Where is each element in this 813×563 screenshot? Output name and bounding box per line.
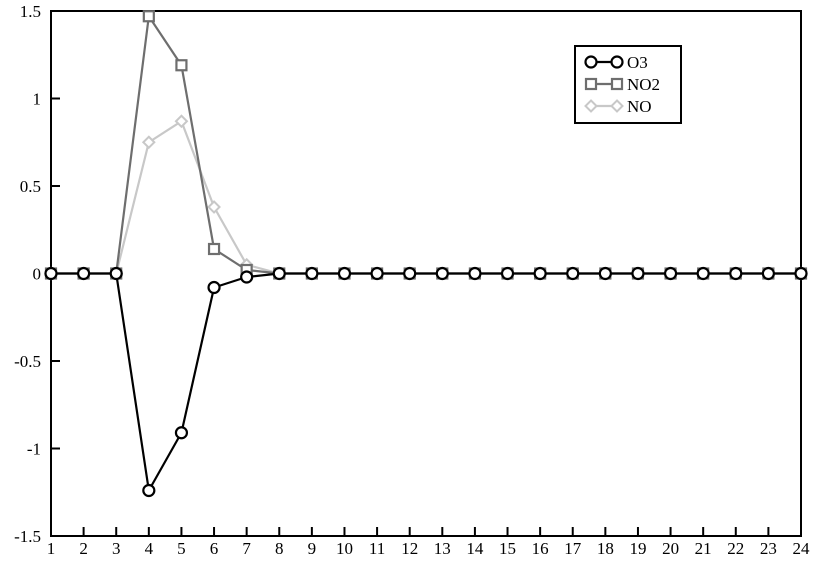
- y-tick-label: 1: [33, 90, 42, 109]
- x-tick-label: 17: [564, 539, 582, 558]
- data-point-o3: [566, 266, 580, 281]
- y-tick-label: -1: [27, 440, 41, 459]
- data-point-o3: [631, 266, 645, 281]
- x-tick-label: 4: [145, 539, 154, 558]
- x-tick-label: 22: [727, 539, 744, 558]
- series-layer: [44, 10, 808, 498]
- data-point-o3: [305, 266, 319, 281]
- x-tick-label: 3: [112, 539, 121, 558]
- x-tick-label: 12: [401, 539, 418, 558]
- data-point-o3: [468, 266, 482, 281]
- y-tick-label: 1.5: [20, 2, 41, 21]
- x-tick-label: 15: [499, 539, 516, 558]
- data-point-o3: [696, 266, 710, 281]
- y-tick-label: -1.5: [14, 527, 41, 546]
- series-line-no2: [51, 15, 801, 275]
- legend-marker-no: [584, 99, 598, 113]
- data-point-o3: [794, 266, 808, 281]
- data-point-o3: [109, 266, 123, 281]
- legend-label-no2: NO2: [627, 75, 660, 94]
- data-point-o3: [663, 266, 678, 281]
- data-point-no2: [207, 242, 221, 256]
- x-tick-label: 6: [210, 539, 219, 558]
- x-tick-label: 7: [242, 539, 251, 558]
- data-point-o3: [403, 266, 417, 281]
- x-tick-label: 24: [793, 539, 811, 558]
- x-tick-label: 18: [597, 539, 614, 558]
- data-point-o3: [435, 266, 449, 281]
- data-point-o3: [729, 266, 743, 281]
- x-tick-label: 20: [662, 539, 679, 558]
- legend-label-o3: O3: [627, 53, 648, 72]
- series-o3: [44, 266, 808, 498]
- x-tick-label: 23: [760, 539, 777, 558]
- x-tick-label: 2: [79, 539, 88, 558]
- x-tick-label: 21: [695, 539, 712, 558]
- x-tick-label: 8: [275, 539, 284, 558]
- data-point-no: [207, 200, 221, 214]
- data-point-o3: [207, 280, 221, 295]
- legend-marker-o3: [610, 55, 624, 69]
- x-tick-label: 9: [308, 539, 317, 558]
- data-point-o3: [142, 483, 156, 498]
- data-point-o3: [272, 266, 286, 281]
- data-point-o3: [44, 266, 58, 281]
- data-point-o3: [533, 266, 547, 281]
- data-point-no: [141, 135, 156, 150]
- y-tick-label: 0: [33, 265, 42, 284]
- y-tick-label: 0.5: [20, 177, 41, 196]
- x-tick-label: 1: [47, 539, 56, 558]
- legend-marker-o3: [584, 55, 598, 69]
- legend-item-no2: NO2: [584, 75, 660, 94]
- x-tick-label: 19: [629, 539, 646, 558]
- data-point-o3: [761, 266, 775, 281]
- legend-label-no: NO: [627, 97, 652, 116]
- y-tick-label: -0.5: [14, 352, 41, 371]
- data-point-o3: [370, 266, 384, 281]
- x-tick-label: 14: [466, 539, 484, 558]
- data-point-o3: [500, 266, 515, 281]
- data-point-o3: [77, 266, 91, 281]
- legend-item-no: NO: [584, 97, 652, 116]
- series-line-no: [51, 120, 801, 275]
- legend-marker-no2: [584, 77, 598, 91]
- x-tick-label: 10: [336, 539, 353, 558]
- series-no: [44, 114, 808, 281]
- x-tick-label: 11: [369, 539, 385, 558]
- legend: O3 NO2 NO: [574, 45, 682, 124]
- legend-item-o3: O3: [584, 53, 648, 72]
- series-line-o3: [51, 272, 801, 492]
- data-point-o3: [174, 426, 189, 440]
- x-tick-label: 16: [532, 539, 549, 558]
- data-point-o3: [337, 266, 352, 281]
- x-tick-label: 5: [177, 539, 186, 558]
- legend-marker-no: [610, 99, 624, 113]
- data-point-no: [174, 114, 189, 129]
- data-point-no2: [175, 59, 188, 72]
- data-point-o3: [240, 270, 254, 284]
- data-point-o3: [598, 266, 612, 281]
- axes-layer: 1.510.50-0.5-1-1.51 2 3 4 5 6 7 8 9 10 11 12 13 14 15 1…: [14, 2, 810, 558]
- legend-marker-no2: [610, 77, 624, 91]
- data-point-no2: [142, 10, 155, 23]
- x-tick-label: 13: [434, 539, 451, 558]
- series-no2: [44, 10, 808, 280]
